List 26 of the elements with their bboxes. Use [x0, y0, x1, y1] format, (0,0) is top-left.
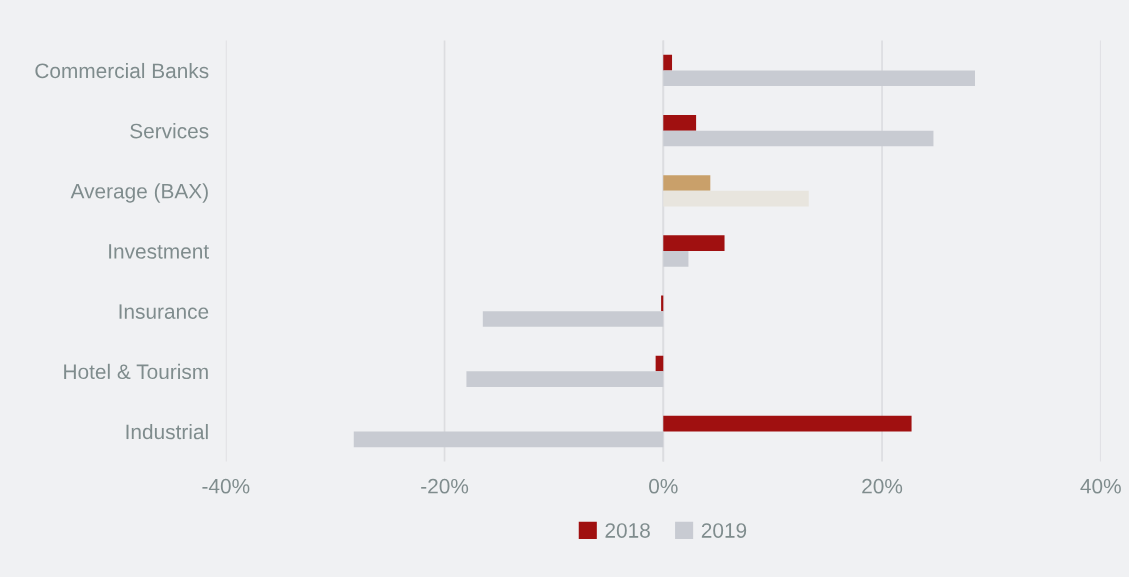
- bar: [466, 371, 664, 387]
- legend-label: 2019: [701, 523, 747, 538]
- x-tick-label: -20%: [421, 478, 469, 494]
- bar: [353, 431, 664, 448]
- y-tick-label: Industrial: [126, 423, 208, 440]
- x-tick-label: 0%: [649, 478, 678, 494]
- bar: [663, 175, 711, 191]
- bar: [663, 235, 725, 251]
- bar: [663, 70, 975, 87]
- y-tick-label: Hotel & Tourism: [64, 363, 208, 380]
- y-tick-label: Insurance: [119, 304, 209, 319]
- bar: [663, 54, 673, 71]
- y-tick-label: Investment: [109, 244, 209, 259]
- y-tick-label: Services: [130, 123, 209, 139]
- y-tick-label: Commercial Banks: [35, 62, 209, 79]
- x-tick-label: -40%: [202, 478, 250, 494]
- legend-label: 2018: [605, 523, 650, 538]
- bar: [663, 115, 697, 131]
- y-tick-label: Average (BAX): [70, 183, 208, 203]
- x-tick-label: 20%: [862, 478, 903, 494]
- x-tick-label: 40%: [1080, 478, 1121, 494]
- bar: [663, 250, 689, 267]
- bar: [663, 415, 912, 432]
- bar: [663, 130, 934, 147]
- bar: [482, 311, 664, 327]
- bar: [663, 190, 809, 207]
